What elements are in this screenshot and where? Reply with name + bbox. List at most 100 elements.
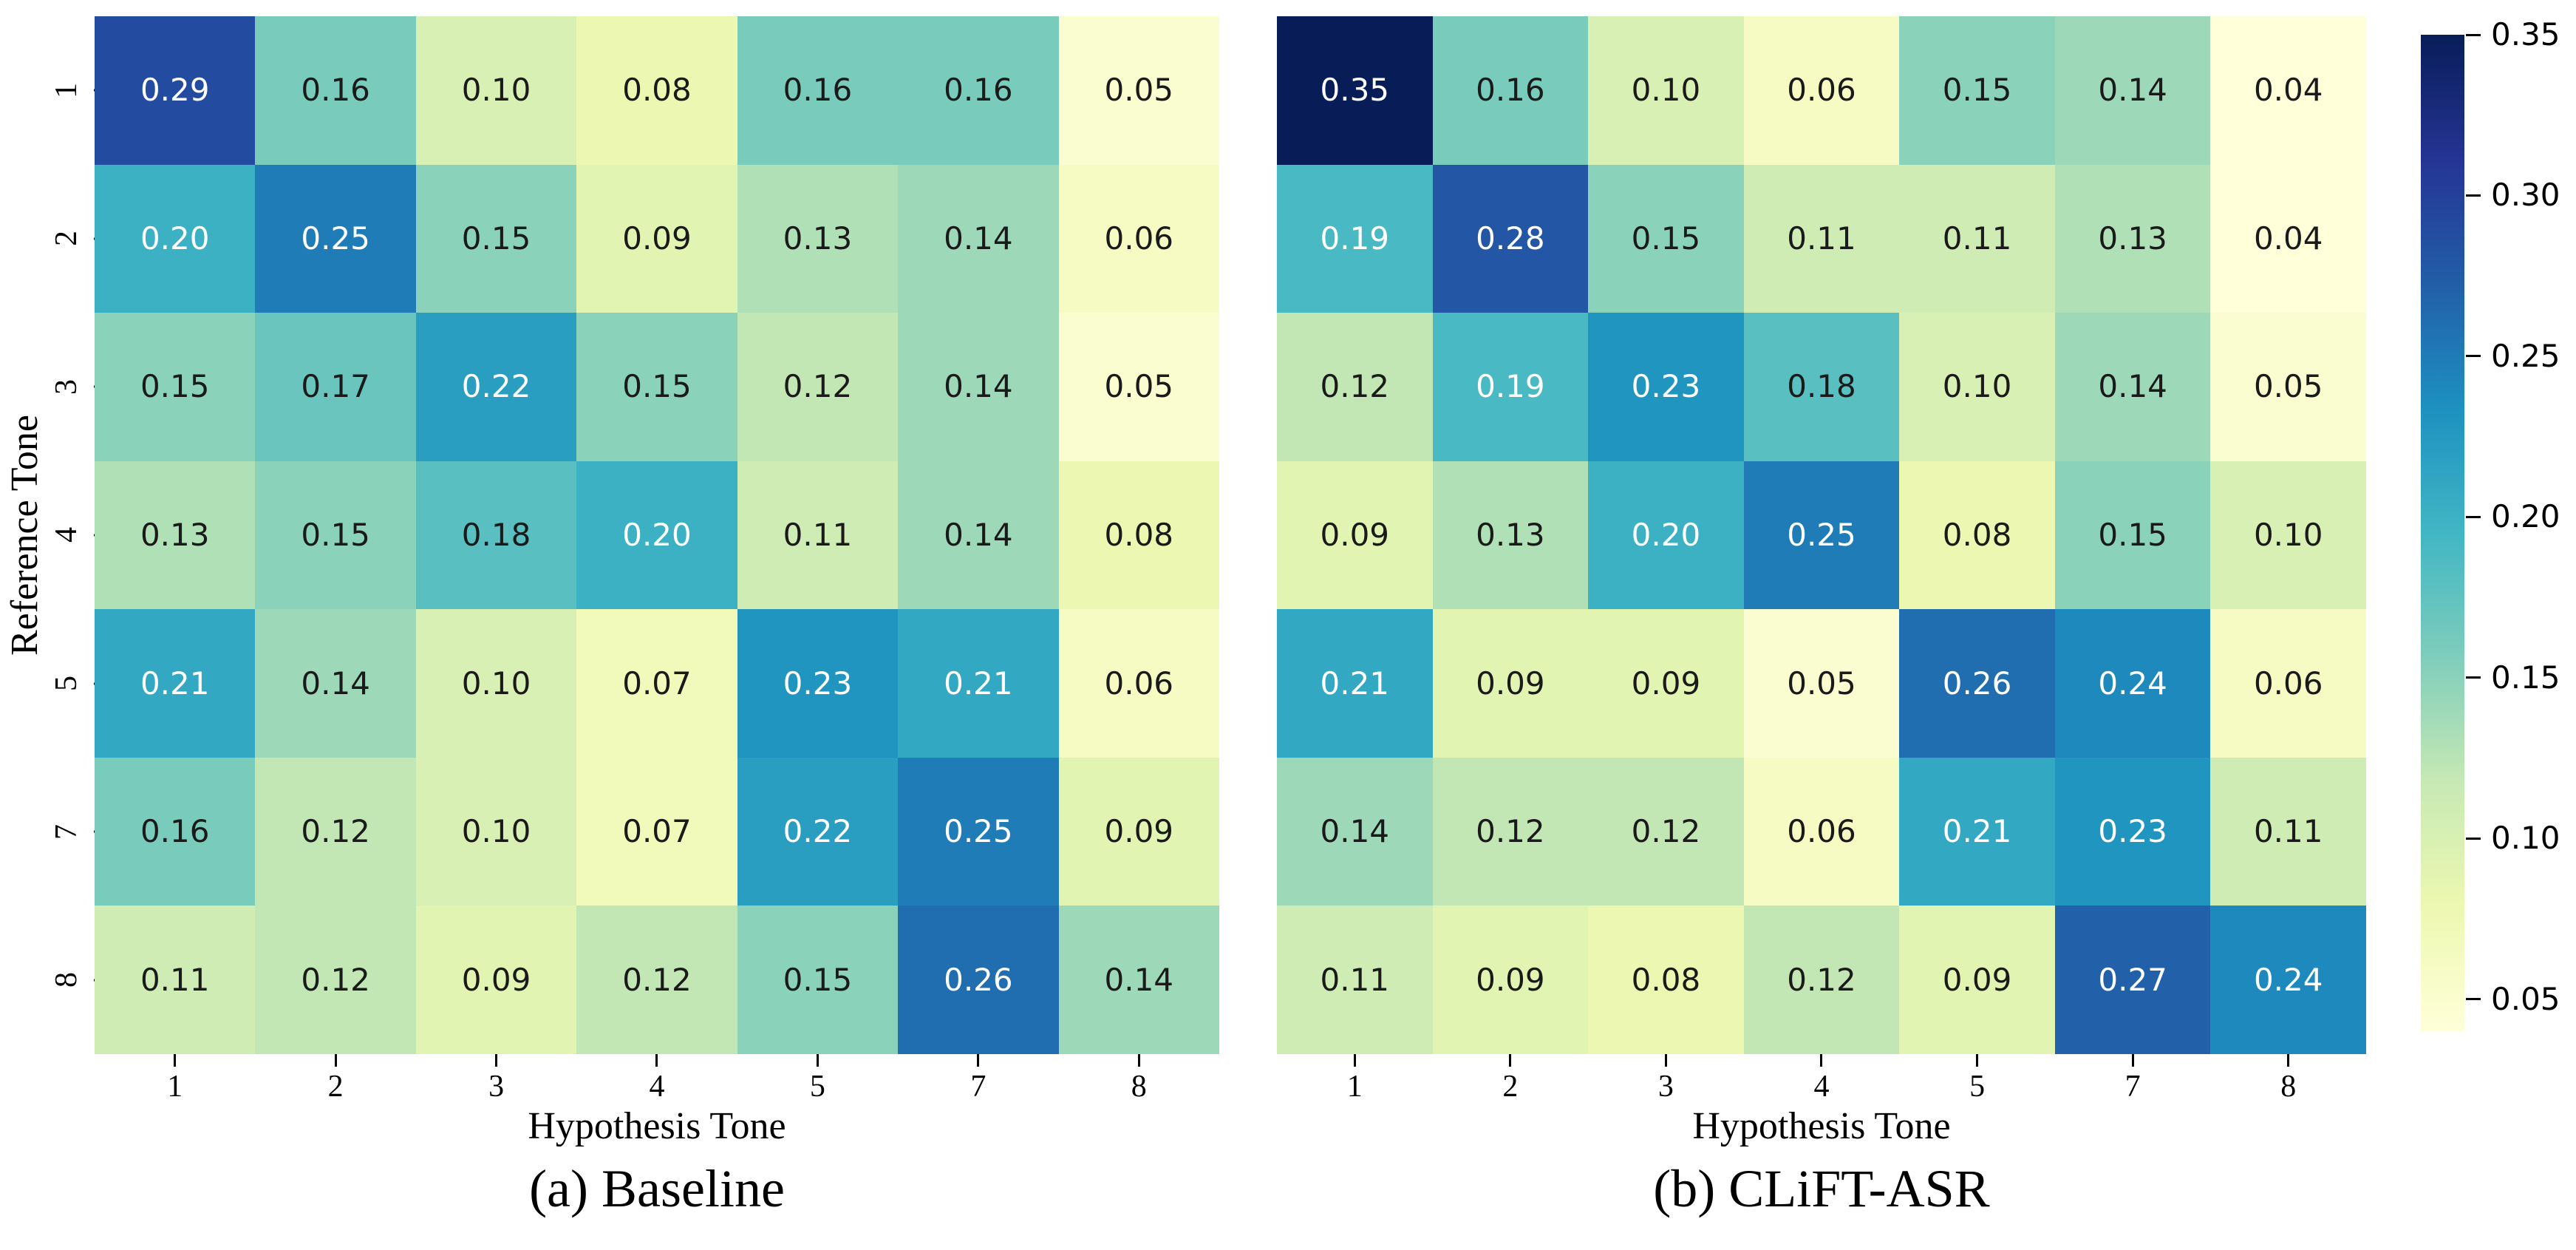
heatmap-cell: 0.20 [576,461,737,610]
cell-value: 0.06 [1787,813,1856,850]
heatmap-cell: 0.18 [1743,313,1900,461]
colorbar-tick: 0.10 [2466,823,2560,854]
cell-value: 0.11 [2253,813,2323,850]
heatmap-clift-asr: 0.35 0.16 0.10 0.06 0.15 0.14 0.04 0.19 0.28 0.15… [1277,16,2366,1054]
heatmap-cell: 0.08 [1058,461,1219,610]
heatmap-cell: 0.15 [2054,461,2211,610]
y-tick-label: 5 [50,676,84,692]
heatmap-cell: 0.06 [1058,609,1219,758]
x-tick: 8 [2210,1054,2366,1106]
x-tick: 4 [1744,1054,1900,1106]
heatmap-cell: 0.25 [255,164,416,313]
heatmap-cell: 0.08 [1899,461,2055,610]
cell-value: 0.09 [1631,665,1701,702]
cell-value: 0.11 [783,516,853,553]
cell-value: 0.19 [1476,368,1545,405]
cell-value: 0.23 [783,665,853,702]
cell-value: 0.09 [1104,813,1174,850]
x-tick: 5 [1899,1054,2055,1106]
x-tick-mark [495,1054,498,1067]
cell-value: 0.05 [1104,72,1174,109]
x-tick: 8 [1059,1054,1219,1106]
cell-value: 0.12 [301,813,370,850]
heatmap-cell: 0.18 [415,461,577,610]
cell-value: 0.13 [2098,220,2167,257]
colorbar-tick: 0.15 [2466,662,2560,693]
x-tick-label: 1 [1346,1070,1363,1104]
cell-value: 0.18 [1787,368,1856,405]
cell-value: 0.04 [2253,72,2323,109]
x-tick: 1 [95,1054,255,1106]
heatmap-cell: 0.23 [737,609,899,758]
x-tick: 1 [1277,1054,1433,1106]
heatmap-cell: 0.12 [737,313,899,461]
cell-value: 0.15 [140,368,210,405]
heatmap-cell: 0.15 [1588,164,1744,313]
cell-value: 0.22 [783,813,853,850]
colorbar-tick: 0.20 [2466,501,2560,532]
y-axis-ticks: 1 2 3 4 5 7 8 [49,16,106,1054]
heatmap-cell: 0.26 [1899,609,2055,758]
cell-value: 0.07 [622,665,692,702]
cell-value: 0.08 [1104,516,1174,553]
heatmap-cell: 0.12 [1743,906,1900,1054]
heatmap-cell: 0.13 [1432,461,1589,610]
colorbar-tick: 0.05 [2466,980,2560,1017]
x-tick: 4 [576,1054,737,1106]
cell-value: 0.09 [461,961,531,998]
colorbar-tick-mark [2466,837,2481,840]
cell-value: 0.15 [2098,516,2167,553]
cell-value: 0.05 [2253,368,2323,405]
cell-value: 0.20 [622,516,692,553]
heatmap-cell: 0.09 [1432,609,1589,758]
heatmap-cell: 0.21 [1899,757,2055,906]
x-tick-mark [1137,1054,1140,1067]
heatmap-cell: 0.14 [2054,313,2211,461]
heatmap-cell: 0.11 [1277,906,1433,1054]
x-tick-label: 2 [1502,1070,1519,1104]
heatmap-cell: 0.12 [576,906,737,1054]
cell-value: 0.23 [2098,813,2167,850]
heatmap-cell: 0.25 [1743,461,1900,610]
cell-value: 0.25 [301,220,370,257]
heatmap-cell: 0.22 [737,757,899,906]
x-tick: 3 [416,1054,576,1106]
x-axis-title-clift-asr: Hypothesis Tone [1692,1105,1951,1147]
heatmap-cell: 0.12 [255,906,416,1054]
cell-value: 0.10 [1942,368,2012,405]
cell-value: 0.24 [2098,665,2167,702]
cell-value: 0.19 [1320,220,1390,257]
heatmap-cell: 0.13 [737,164,899,313]
cell-value: 0.06 [1104,220,1174,257]
heatmap-cell: 0.06 [1743,16,1900,165]
heatmap-cell: 0.19 [1432,313,1589,461]
heatmap-cell: 0.14 [2054,16,2211,165]
heatmap-cell: 0.29 [95,16,256,165]
heatmap-cell: 0.19 [1277,164,1433,313]
heatmap-cell: 0.13 [2054,164,2211,313]
cell-value: 0.21 [140,665,210,702]
heatmap-cell: 0.11 [95,906,256,1054]
x-tick-label: 7 [2124,1070,2141,1104]
cell-value: 0.29 [140,72,210,109]
heatmap-cell: 0.16 [1432,16,1589,165]
x-tick-label: 3 [488,1070,505,1104]
caption-clift-asr: (b) CLiFT-ASR [1653,1159,1990,1218]
x-tick-mark [2287,1054,2290,1067]
y-tick-label: 7 [50,823,84,840]
cell-value: 0.14 [1320,813,1390,850]
heatmap-cell: 0.14 [898,164,1059,313]
colorbar-tick-label: 0.05 [2491,980,2560,1017]
cell-value: 0.10 [461,813,531,850]
cell-value: 0.16 [301,72,370,109]
cell-value: 0.16 [944,72,1013,109]
x-tick-mark [1509,1054,1512,1067]
cell-value: 0.21 [1942,813,2012,850]
colorbar-tick-mark [2466,515,2481,518]
cell-value: 0.15 [1631,220,1701,257]
x-tick-mark [334,1054,337,1067]
heatmap-cell: 0.17 [255,313,416,461]
cell-value: 0.14 [2098,368,2167,405]
heatmap-cell: 0.20 [1588,461,1744,610]
cell-value: 0.07 [622,813,692,850]
